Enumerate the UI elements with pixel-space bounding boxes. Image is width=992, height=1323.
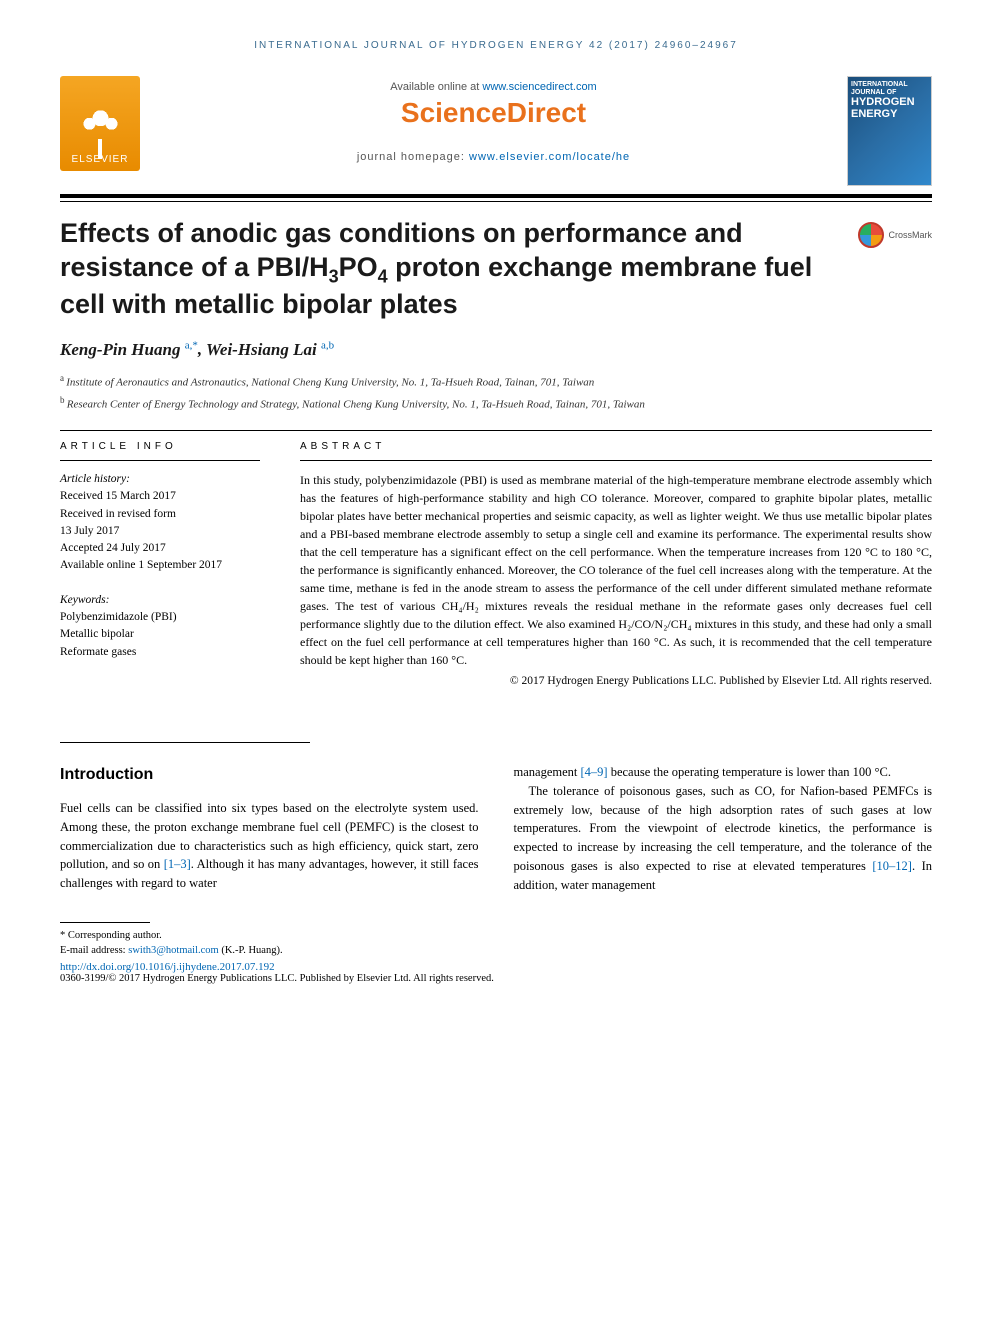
rule-thick: [60, 194, 932, 198]
keywords-label: Keywords:: [60, 594, 109, 606]
affiliation: b Research Center of Energy Technology a…: [60, 394, 932, 413]
footnote-separator: [60, 922, 150, 923]
rule-thin: [60, 201, 932, 202]
author-affil-link[interactable]: a,b: [321, 339, 334, 351]
authors: Keng-Pin Huang a,*, Wei-Hsiang Lai a,b: [60, 339, 932, 360]
cover-line2: HYDROGEN: [851, 96, 928, 108]
title-mid1: PO: [339, 252, 378, 282]
masthead: ELSEVIER Available online at www.science…: [60, 76, 932, 186]
author-email-link[interactable]: swith3@hotmail.com: [128, 945, 218, 956]
history-item: Accepted 24 July 2017: [60, 540, 260, 557]
sciencedirect-logo[interactable]: ScienceDirect: [155, 97, 832, 129]
history-label: Article history:: [60, 473, 130, 485]
intro-p3-pre: The tolerance of poisonous gases, such a…: [514, 784, 933, 873]
keyword-item: Metallic bipolar: [60, 626, 260, 643]
ref-link-4-9[interactable]: [4–9]: [581, 765, 608, 779]
intro-p2-post: because the operating temperature is low…: [608, 765, 891, 779]
homepage-prefix: journal homepage:: [357, 151, 469, 163]
journal-homepage: journal homepage: www.elsevier.com/locat…: [155, 151, 832, 163]
author-affil-link[interactable]: a,*: [185, 339, 198, 351]
affiliations: a Institute of Aeronautics and Astronaut…: [60, 372, 932, 412]
history-item: Received 15 March 2017: [60, 488, 260, 505]
keywords-list: Polybenzimidazole (PBI)Metallic bipolarR…: [60, 609, 260, 661]
masthead-center: Available online at www.sciencedirect.co…: [155, 76, 832, 163]
affiliation-mark: b: [60, 395, 67, 405]
abstract-copyright: © 2017 Hydrogen Energy Publications LLC.…: [300, 675, 932, 687]
ref-link-10-12[interactable]: [10–12]: [872, 859, 912, 873]
cover-line1: INTERNATIONAL JOURNAL OF: [851, 81, 908, 96]
history-item: Available online 1 September 2017: [60, 557, 260, 574]
author: Keng-Pin Huang a,*: [60, 340, 198, 359]
homepage-link[interactable]: www.elsevier.com/locate/he: [469, 151, 630, 163]
abstract-head: ABSTRACT: [300, 431, 932, 461]
affiliation-mark: a: [60, 373, 66, 383]
available-online-text: Available online at www.sciencedirect.co…: [155, 81, 832, 93]
author-marks: a,*: [185, 339, 198, 351]
title-sub2: 4: [378, 266, 388, 286]
crossmark-label: CrossMark: [888, 230, 932, 240]
keyword-item: Polybenzimidazole (PBI): [60, 609, 260, 626]
abstract-text: In this study, polybenzimidazole (PBI) i…: [300, 471, 932, 669]
email-label: E-mail address:: [60, 945, 128, 956]
doi-link[interactable]: http://dx.doi.org/10.1016/j.ijhydene.201…: [60, 961, 275, 973]
sciencedirect-link[interactable]: www.sciencedirect.com: [482, 81, 596, 93]
history-item: Received in revised form: [60, 506, 260, 523]
available-prefix: Available online at: [390, 81, 482, 93]
history-list: Received 15 March 2017Received in revise…: [60, 488, 260, 574]
title-sub1: 3: [329, 266, 339, 286]
body-column-right: management [4–9] because the operating t…: [514, 763, 933, 894]
author: Wei-Hsiang Lai a,b: [206, 340, 334, 359]
bottom-copyright: 0360-3199/© 2017 Hydrogen Energy Publica…: [60, 973, 932, 984]
email-footnote: E-mail address: swith3@hotmail.com (K.-P…: [60, 944, 932, 959]
article-title: Effects of anodic gas conditions on perf…: [60, 217, 838, 321]
corresponding-footnote: * Corresponding author.: [60, 929, 932, 944]
ref-link-1-3[interactable]: [1–3]: [164, 857, 191, 871]
article-info-head: ARTICLE INFO: [60, 431, 260, 461]
elsevier-tree-icon: [73, 99, 128, 154]
intro-heading: Introduction: [60, 763, 479, 787]
article-info-column: ARTICLE INFO Article history: Received 1…: [60, 431, 260, 687]
author-marks: a,b: [321, 339, 334, 351]
affiliation: a Institute of Aeronautics and Astronaut…: [60, 372, 932, 391]
cover-title: INTERNATIONAL JOURNAL OF HYDROGEN ENERGY: [848, 77, 931, 121]
abstract-column: ABSTRACT In this study, polybenzimidazol…: [300, 431, 932, 687]
body-column-left: Introduction Fuel cells can be classifie…: [60, 763, 479, 894]
crossmark-badge[interactable]: CrossMark: [858, 217, 932, 248]
running-head: INTERNATIONAL JOURNAL OF HYDROGEN ENERGY…: [60, 40, 932, 51]
cover-line3: ENERGY: [851, 108, 928, 120]
doi-line: http://dx.doi.org/10.1016/j.ijhydene.201…: [60, 961, 932, 973]
section-divider: [60, 742, 310, 743]
elsevier-logo[interactable]: ELSEVIER: [60, 76, 140, 171]
crossmark-icon: [858, 222, 884, 248]
email-suffix: (K.-P. Huang).: [219, 945, 283, 956]
history-item: 13 July 2017: [60, 523, 260, 540]
keyword-item: Reformate gases: [60, 644, 260, 661]
journal-cover[interactable]: INTERNATIONAL JOURNAL OF HYDROGEN ENERGY: [847, 76, 932, 186]
intro-p2-pre: management: [514, 765, 581, 779]
